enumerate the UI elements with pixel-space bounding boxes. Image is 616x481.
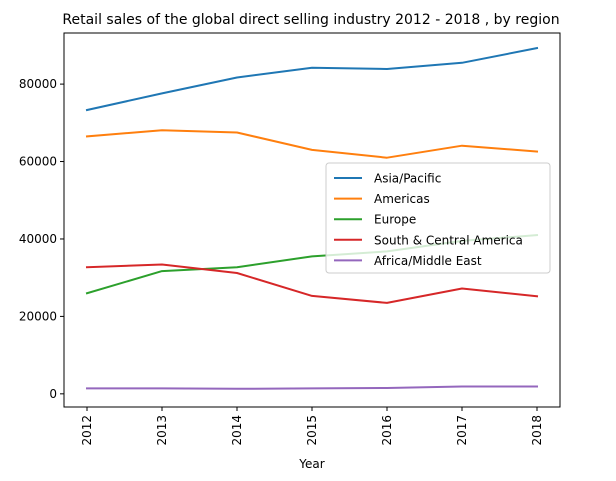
x-tick-label: 2018 [530,415,544,446]
legend-label: Americas [374,192,430,206]
y-tick-label: 60000 [19,155,57,169]
x-axis-ticks: 2012 2013 2014 2015 2016 2017 2018 [80,407,544,446]
series-line-3 [85,263,539,304]
y-tick-label: 0 [49,387,57,401]
x-tick-label: 2016 [380,415,394,446]
y-axis-ticks: 0 20000 40000 60000 80000 [19,77,64,401]
x-tick-label: 2017 [455,415,469,446]
legend-frame [325,162,551,274]
y-tick-label: 20000 [19,309,57,323]
legend-label: South & Central America [374,233,523,247]
legend: Asia/Pacific Americas Europe South & Centra… [325,162,551,274]
legend-label: Europe [374,213,416,227]
x-tick-label: 2013 [155,415,169,446]
y-tick-label: 40000 [19,232,57,246]
series-line-0 [85,46,539,112]
y-tick-label: 80000 [19,77,57,91]
series-line-1 [85,129,539,159]
legend-label: Asia/Pacific [374,172,441,186]
x-tick-label: 2014 [230,415,244,446]
x-tick-label: 2012 [80,415,94,446]
series-line-4 [86,385,538,390]
x-axis-label: Year [298,457,324,471]
legend-label: Africa/Middle East [374,254,482,268]
series-lines [85,46,539,390]
chart-title: Retail sales of the global direct sellin… [62,12,559,28]
x-tick-label: 2015 [305,415,319,446]
